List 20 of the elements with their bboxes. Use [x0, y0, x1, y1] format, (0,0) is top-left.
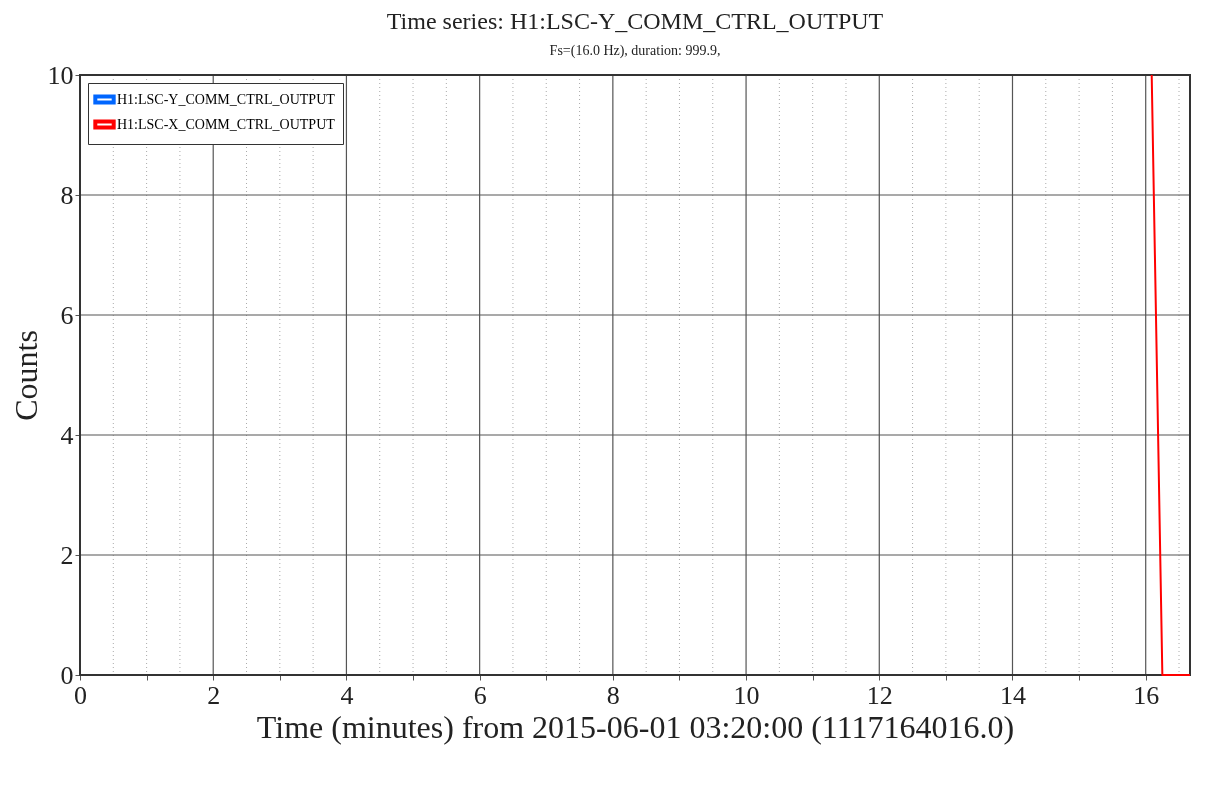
x-tick-label: 2	[207, 680, 221, 710]
y-tick-label: 10	[47, 60, 74, 90]
y-tick-label: 6	[60, 300, 74, 330]
y-tick-label: 4	[60, 420, 74, 450]
x-tick-label: 4	[340, 680, 354, 710]
x-tick-label: 12	[866, 680, 893, 710]
x-tick-label: 6	[473, 680, 487, 710]
y-tick-label: 8	[60, 180, 74, 210]
legend-label: H1:LSC-X_COMM_CTRL_OUTPUT	[117, 116, 336, 132]
chart-title: Time series: H1:LSC-Y_COMM_CTRL_OUTPUT	[386, 8, 884, 34]
x-tick-label: 14	[999, 680, 1026, 710]
x-tick-label: 16	[1133, 680, 1160, 710]
y-tick-label: 2	[60, 540, 74, 570]
x-tick-label: 10	[733, 680, 760, 710]
legend-label: H1:LSC-Y_COMM_CTRL_OUTPUT	[117, 91, 336, 107]
chart-subtitle: Fs=(16.0 Hz), duration: 999.9,	[549, 43, 721, 59]
y-tick-label: 0	[60, 660, 74, 690]
x-axis-title: Time (minutes) from 2015-06-01 03:20:00 (1117164016.0)	[256, 708, 1015, 745]
y-axis-title: Counts	[7, 330, 44, 421]
x-tick-label: 8	[606, 680, 620, 710]
